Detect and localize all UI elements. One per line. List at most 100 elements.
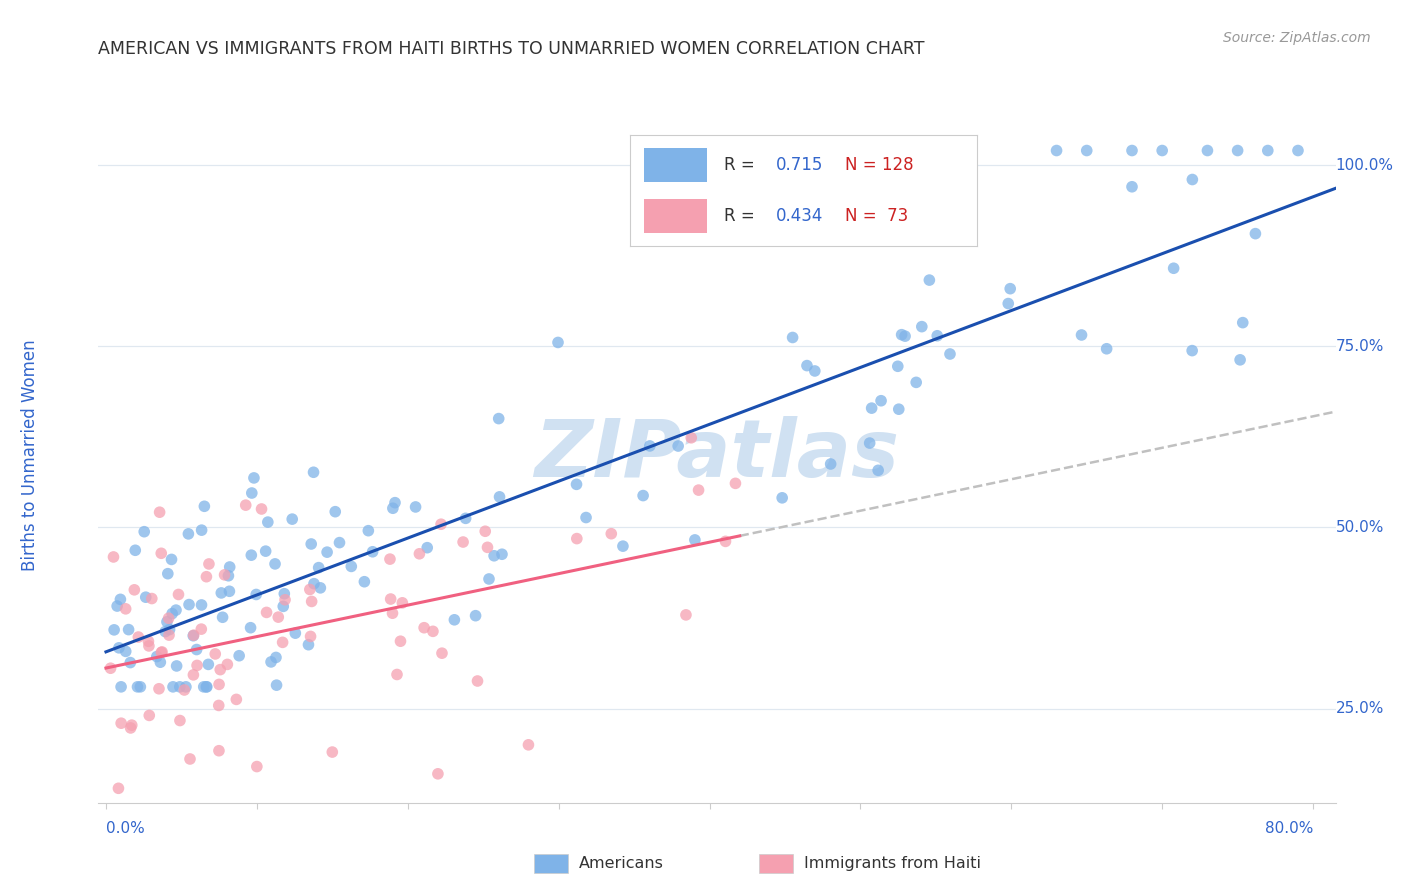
Point	[385, 667, 408, 681]
Point	[198, 557, 221, 571]
Point	[868, 463, 890, 477]
Point	[357, 524, 380, 538]
Point	[927, 328, 949, 343]
Point	[256, 515, 278, 529]
Point	[146, 649, 169, 664]
Point	[416, 541, 439, 555]
Text: ZIPatlas: ZIPatlas	[534, 416, 900, 494]
Point	[156, 615, 179, 629]
Point	[114, 602, 136, 616]
Point	[1257, 144, 1279, 158]
Text: Americans: Americans	[579, 856, 664, 871]
Point	[240, 548, 263, 562]
Point	[1121, 144, 1143, 158]
Point	[1095, 342, 1118, 356]
Point	[271, 599, 294, 614]
Point	[110, 680, 132, 694]
Point	[565, 532, 588, 546]
Point	[430, 517, 453, 532]
Point	[1197, 144, 1219, 158]
Point	[204, 647, 226, 661]
Point	[135, 591, 157, 605]
Point	[150, 546, 173, 560]
Point	[103, 623, 125, 637]
Point	[547, 335, 569, 350]
Point	[169, 714, 191, 728]
Point	[413, 621, 436, 635]
Point	[298, 582, 321, 597]
Point	[150, 645, 173, 659]
Point	[165, 603, 187, 617]
Point	[114, 644, 136, 658]
Point	[890, 327, 912, 342]
Point	[160, 552, 183, 566]
Point	[281, 512, 304, 526]
Point	[454, 511, 477, 525]
Point	[1232, 316, 1254, 330]
Point	[491, 547, 513, 561]
Point	[1000, 282, 1022, 296]
Point	[302, 576, 325, 591]
Point	[565, 477, 588, 491]
Point	[309, 581, 332, 595]
Point	[321, 745, 343, 759]
Point	[127, 630, 149, 644]
Point	[796, 359, 818, 373]
Point	[273, 587, 295, 601]
Point	[482, 549, 505, 563]
Point	[267, 610, 290, 624]
Point	[467, 673, 489, 688]
Point	[110, 716, 132, 731]
Point	[107, 781, 129, 796]
Point	[183, 628, 205, 642]
Point	[138, 708, 160, 723]
Point	[820, 457, 842, 471]
Point	[714, 534, 737, 549]
Point	[666, 439, 689, 453]
Point	[683, 533, 706, 547]
Point	[1121, 179, 1143, 194]
Text: AMERICAN VS IMMIGRANTS FROM HAITI BIRTHS TO UNMARRIED WOMEN CORRELATION CHART: AMERICAN VS IMMIGRANTS FROM HAITI BIRTHS…	[98, 40, 925, 58]
Point	[209, 586, 232, 600]
Point	[208, 744, 231, 758]
Point	[426, 766, 449, 781]
Point	[1286, 144, 1309, 158]
Point	[157, 611, 180, 625]
Point	[174, 680, 197, 694]
Point	[156, 566, 179, 581]
Point	[422, 624, 444, 639]
Point	[381, 501, 404, 516]
Point	[193, 500, 215, 514]
Point	[302, 465, 325, 479]
Point	[250, 502, 273, 516]
Point	[859, 436, 882, 450]
Point	[918, 273, 941, 287]
Point	[675, 607, 697, 622]
Point	[149, 505, 172, 519]
Point	[600, 526, 623, 541]
Point	[939, 347, 962, 361]
Point	[197, 657, 219, 672]
Point	[887, 402, 910, 417]
Point	[451, 535, 474, 549]
Point	[443, 613, 465, 627]
Point	[181, 629, 204, 643]
Point	[381, 606, 404, 620]
Point	[405, 500, 427, 514]
Point	[1163, 261, 1185, 276]
Point	[254, 544, 277, 558]
Point	[299, 537, 322, 551]
Point	[195, 570, 218, 584]
Point	[186, 642, 208, 657]
Point	[211, 610, 233, 624]
Point	[575, 510, 598, 524]
Point	[478, 572, 501, 586]
Point	[631, 489, 654, 503]
Point	[638, 439, 661, 453]
Text: Immigrants from Haiti: Immigrants from Haiti	[804, 856, 981, 871]
Text: 80.0%: 80.0%	[1264, 821, 1313, 836]
Point	[243, 471, 266, 485]
Point	[361, 545, 384, 559]
Point	[208, 677, 231, 691]
Point	[997, 296, 1019, 310]
